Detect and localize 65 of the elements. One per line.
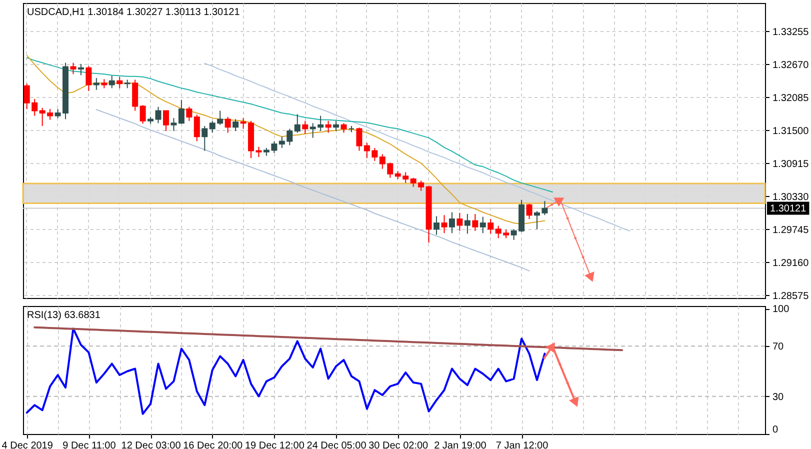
candlestick [140,104,146,124]
candlestick [472,213,478,232]
x-tick-label: 9 Dec 11:00 [62,440,116,449]
x-tick-label: 7 Jan 12:00 [496,440,549,449]
candlestick [132,79,138,112]
candlestick [340,122,347,134]
candlestick [224,116,231,134]
y-tick-label: 0 [772,424,778,436]
x-tick-label: 12 Dec 03:00 [121,440,182,449]
candlestick [325,120,332,134]
point [550,204,554,206]
candlestick [78,63,84,76]
y-tick-label: 1.32670 [772,60,810,71]
point [566,217,569,220]
y-tick-label: 1.28575 [772,290,810,302]
x-tick-label: 19 Dec 12:00 [244,440,305,449]
line-series [26,54,546,225]
x-tick-label: 16 Dec 20:00 [183,440,244,449]
candlestick [194,114,200,142]
x-tick-label: 24 Dec 05:00 [306,440,367,449]
candlestick [162,110,169,132]
candlestick [178,100,184,124]
x-tick-label: 4 Dec 2019 [2,440,54,449]
y-tick-label: 1.32085 [772,92,810,104]
chart-title: RSI(13) 63.6831 [27,310,101,321]
candlestick [232,118,239,132]
x-tick-label: 2 Jan 19:00 [434,440,487,449]
candlestick [93,78,100,90]
y-tick-label: 1.29160 [772,258,810,269]
line-series [26,57,553,192]
candlestick [526,203,532,220]
x-tick-label: 30 Dec 02:00 [368,440,429,449]
candlestick [333,120,340,132]
y-tick-label: 1.33255 [772,26,810,38]
y-tick-label: 70 [772,342,784,353]
candlestick [108,75,115,89]
candlestick [86,66,92,92]
candlestick [101,78,108,89]
candlestick [155,106,162,124]
line-series [204,62,630,232]
candlestick [116,76,123,89]
y-tick-label: 30 [772,392,784,403]
y-tick-label: 1.30915 [772,158,810,170]
candlestick [464,213,470,234]
y-tick-label: 1.31500 [772,126,810,137]
candlestick [170,118,177,132]
point [581,256,584,260]
candlestick [480,216,486,234]
y-tick-label: 1.30330 [772,192,810,203]
y-tick-label: 1.29745 [772,224,810,236]
candlestick [202,125,208,152]
candlestick [434,216,440,236]
candlestick [70,62,76,75]
y-tick-label: 100 [772,304,790,316]
candlestick [448,212,455,234]
candlestick [456,212,463,232]
line-series [96,109,530,272]
candlestick [488,218,494,234]
candlestick [294,114,300,134]
chart-title: USDCAD,H1 1.30184 1.30227 1.30113 1.30121 [27,7,240,18]
candlestick [441,214,448,234]
candlestick [302,120,308,134]
candlestick [356,127,362,152]
candlestick [186,106,192,122]
ref-line-label: 1.30121 [770,203,807,214]
